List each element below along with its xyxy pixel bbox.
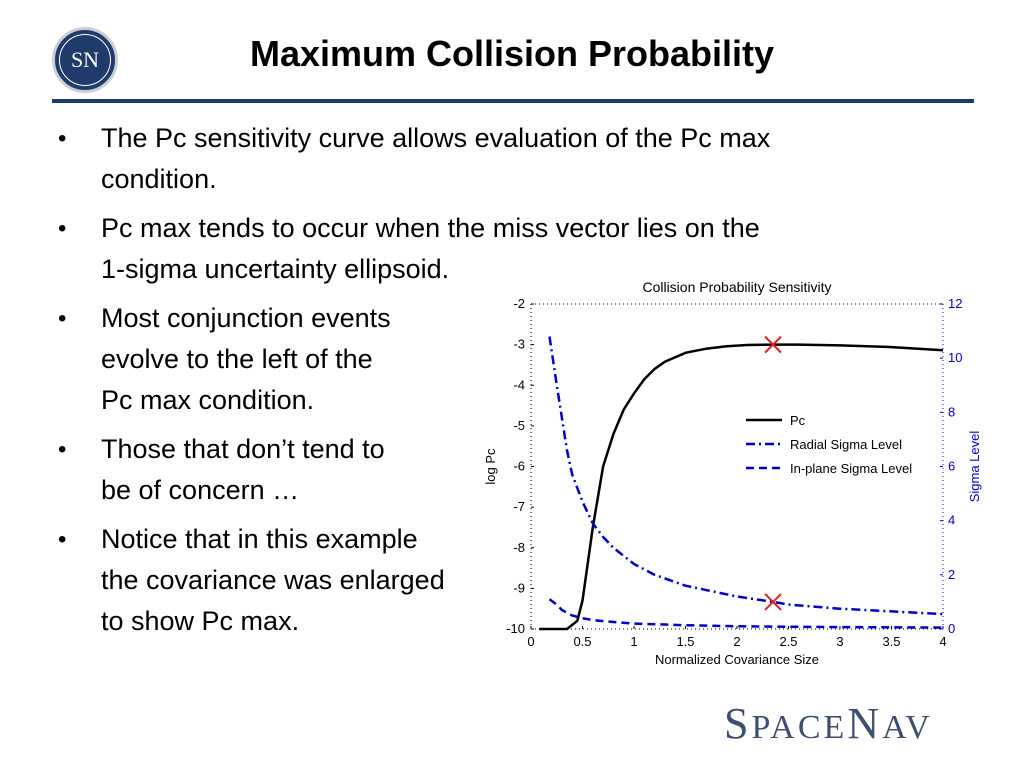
y2-tick-label: 8 bbox=[948, 404, 955, 419]
bullet-dot: • bbox=[58, 436, 67, 463]
bullet-dot: • bbox=[58, 125, 67, 152]
bullet-item: • Most conjunction events evolve to the l… bbox=[58, 298, 770, 421]
x-axis-label: Normalized Covariance Size bbox=[655, 652, 819, 667]
y-tick-label: -3 bbox=[513, 337, 525, 352]
bullet-text: Those that don’t tend to be of concern … bbox=[101, 434, 385, 505]
x-tick-label: 2.5 bbox=[779, 634, 797, 649]
x-tick-label: 2 bbox=[733, 634, 740, 649]
pc-max-marker bbox=[764, 335, 782, 354]
y-tick-label: -9 bbox=[513, 580, 525, 595]
bullet-item: • Pc max tends to occur when the miss vec… bbox=[58, 208, 770, 290]
y2-tick-label: 12 bbox=[948, 296, 962, 311]
spacenav-wordmark: SPACENAV bbox=[724, 700, 984, 748]
series-line-in-plane-sigma-level bbox=[548, 598, 944, 629]
brand-letter-n: N bbox=[847, 699, 883, 748]
legend-label: In-plane Sigma Level bbox=[790, 461, 912, 476]
y-tick-label: -10 bbox=[506, 621, 525, 636]
x-tick-label: 4 bbox=[939, 634, 946, 649]
brand-text-av: AV bbox=[882, 709, 933, 746]
y-tick-label: -6 bbox=[513, 459, 525, 474]
bullet-dot: • bbox=[58, 526, 67, 553]
x-tick-label: 0 bbox=[527, 634, 534, 649]
bullet-list: • The Pc sensitivity curve allows evaluat… bbox=[58, 118, 770, 650]
y-tick-label: -2 bbox=[513, 296, 525, 311]
logo-monogram: SN bbox=[59, 34, 111, 86]
bullet-item: • Those that don’t tend to be of concern … bbox=[58, 429, 770, 511]
pc-max-marker bbox=[764, 593, 782, 611]
brand-letter-s: S bbox=[724, 699, 752, 748]
bullet-text: Pc max tends to occur when the miss vect… bbox=[101, 213, 760, 284]
bullet-item: • The Pc sensitivity curve allows evaluat… bbox=[58, 118, 770, 200]
y-axis-label: log Pc bbox=[483, 448, 498, 485]
x-tick-label: 3 bbox=[836, 634, 843, 649]
x-tick-label: 3.5 bbox=[882, 634, 900, 649]
legend-label: Pc bbox=[790, 413, 806, 428]
bullet-text: Most conjunction events evolve to the le… bbox=[101, 303, 391, 415]
sensitivity-chart: Collision Probability Sensitivity 0 0.5 1 1.… bbox=[476, 270, 1000, 675]
y2-tick-label: 2 bbox=[948, 567, 955, 582]
series-line-pc bbox=[539, 343, 944, 631]
x-tick-label: 0.5 bbox=[573, 634, 591, 649]
x-tick-label: 1 bbox=[630, 634, 637, 649]
bullet-item: • Notice that in this example the covaria… bbox=[58, 519, 770, 642]
y2-tick-label: 6 bbox=[948, 459, 955, 474]
bullet-text: Notice that in this example the covarian… bbox=[101, 524, 445, 636]
y2-tick-label: 10 bbox=[948, 350, 962, 365]
page-title: Maximum Collision Probability bbox=[249, 33, 775, 74]
y2-axis-label: Sigma Level bbox=[967, 431, 982, 503]
bullet-dot: • bbox=[58, 215, 67, 242]
chart-svg: Collision Probability Sensitivity 0 0.5 1 1.… bbox=[483, 279, 982, 667]
legend-label: Radial Sigma Level bbox=[790, 437, 902, 452]
spacenav-logo-badge: SN bbox=[52, 27, 118, 93]
title-divider bbox=[52, 99, 974, 103]
chart-title: Collision Probability Sensitivity bbox=[642, 279, 831, 295]
y-tick-label: -4 bbox=[513, 377, 525, 392]
bullet-text: The Pc sensitivity curve allows evaluati… bbox=[101, 123, 771, 194]
brand-text-pace: PACE bbox=[751, 709, 848, 746]
y-tick-label: -8 bbox=[513, 540, 525, 555]
y2-tick-label: 0 bbox=[948, 621, 955, 636]
bullet-dot: • bbox=[58, 305, 67, 332]
y-tick-label: -7 bbox=[513, 499, 525, 514]
y-tick-label: -5 bbox=[513, 418, 525, 433]
y2-tick-label: 4 bbox=[948, 513, 955, 528]
x-tick-label: 1.5 bbox=[676, 634, 694, 649]
series-line-radial-sigma-level bbox=[548, 336, 944, 616]
